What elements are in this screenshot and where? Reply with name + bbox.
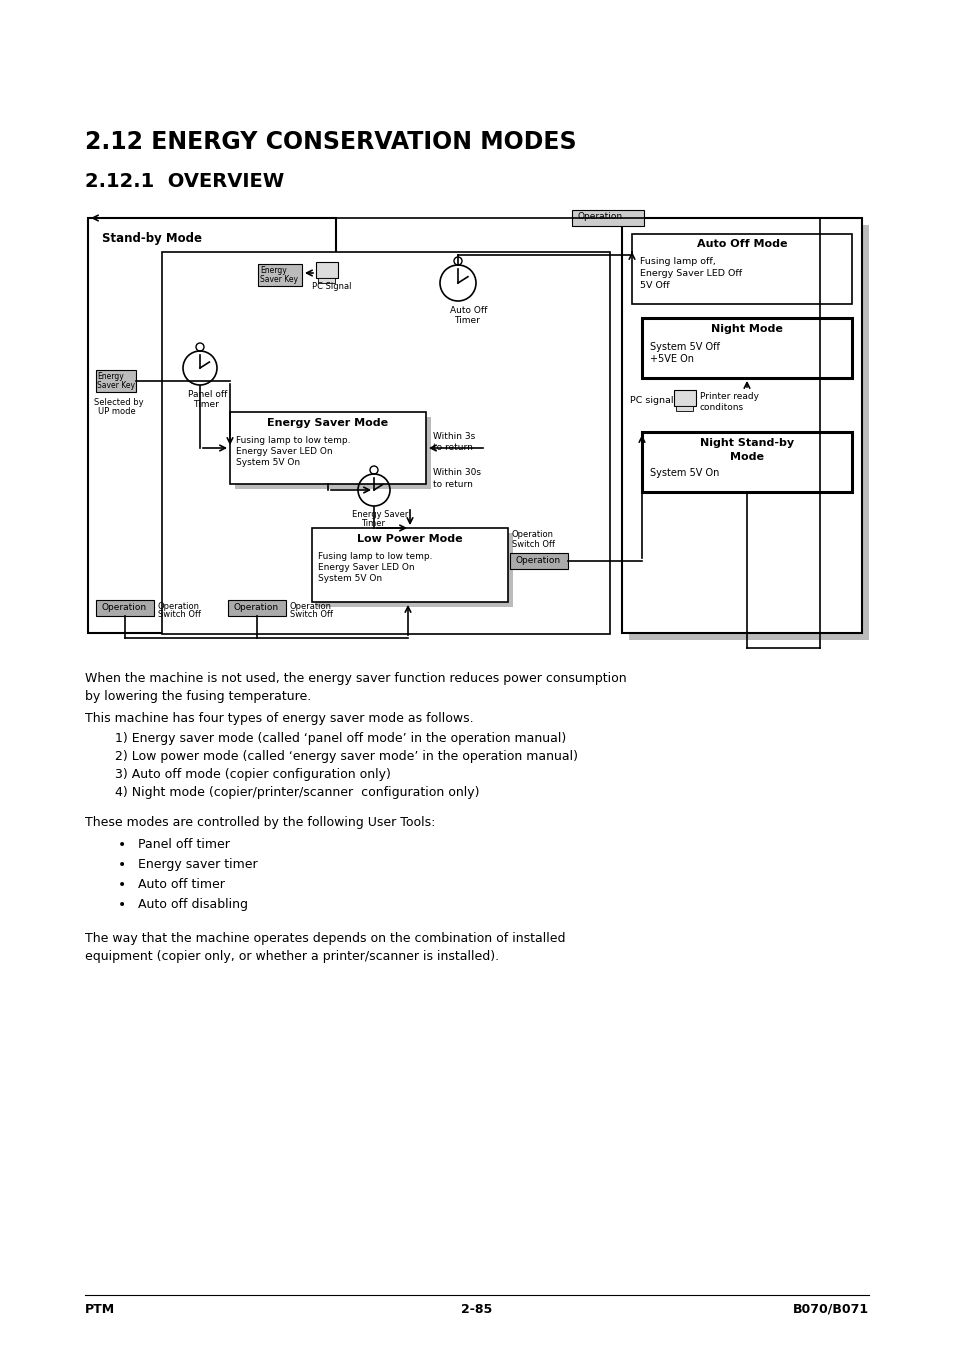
Text: 2.12 ENERGY CONSERVATION MODES: 2.12 ENERGY CONSERVATION MODES [85, 130, 576, 154]
Text: Low Power Mode: Low Power Mode [356, 534, 462, 544]
Text: Energy saver timer: Energy saver timer [138, 858, 257, 871]
Text: Operation: Operation [102, 603, 147, 612]
Text: B070/B071: B070/B071 [792, 1302, 868, 1316]
Text: Night Stand-by: Night Stand-by [700, 438, 793, 449]
Text: The way that the machine operates depends on the combination of installed: The way that the machine operates depend… [85, 932, 565, 944]
Text: Auto Off: Auto Off [450, 305, 487, 315]
Text: PC signal: PC signal [629, 396, 673, 405]
Text: PTM: PTM [85, 1302, 115, 1316]
Text: 1) Energy saver mode (called ‘panel off mode’ in the operation manual): 1) Energy saver mode (called ‘panel off … [115, 732, 566, 744]
Text: •: • [118, 838, 126, 852]
Bar [631, 234, 851, 304]
Bar [673, 390, 696, 407]
Text: Energy Saver LED On: Energy Saver LED On [235, 447, 333, 457]
Text: System 5V On: System 5V On [235, 458, 300, 467]
Text: 2) Low power mode (called ‘energy saver mode’ in the operation manual): 2) Low power mode (called ‘energy saver … [115, 750, 578, 763]
Text: 2-85: 2-85 [461, 1302, 492, 1316]
Text: equipment (copier only, or whether a printer/scanner is installed).: equipment (copier only, or whether a pri… [85, 950, 498, 963]
Text: +5VE On: +5VE On [649, 354, 693, 363]
Text: 2.12.1  OVERVIEW: 2.12.1 OVERVIEW [85, 172, 284, 190]
Text: Panel off: Panel off [188, 390, 227, 399]
Text: Energy Saver Mode: Energy Saver Mode [267, 417, 388, 428]
Bar [230, 412, 426, 484]
Text: Operation: Operation [233, 603, 279, 612]
Text: These modes are controlled by the following User Tools:: These modes are controlled by the follow… [85, 816, 435, 830]
Bar [317, 278, 335, 282]
Bar [228, 600, 286, 616]
Text: System 5V On: System 5V On [649, 467, 719, 478]
Bar [312, 528, 507, 603]
Text: to return: to return [433, 443, 473, 453]
Text: Printer ready: Printer ready [700, 392, 759, 401]
Bar [96, 600, 153, 616]
Text: Auto Off Mode: Auto Off Mode [696, 239, 786, 249]
Bar [315, 262, 337, 278]
Text: Saver Key: Saver Key [97, 381, 135, 390]
Text: 4) Night mode (copier/printer/scanner  configuration only): 4) Night mode (copier/printer/scanner co… [115, 786, 479, 798]
Text: Auto off disabling: Auto off disabling [138, 898, 248, 911]
Text: Fusing lamp off,: Fusing lamp off, [639, 257, 715, 266]
Bar [572, 209, 643, 226]
Text: System 5V Off: System 5V Off [649, 342, 720, 353]
Text: Operation: Operation [578, 212, 622, 222]
Bar [234, 417, 431, 489]
Text: Operation: Operation [512, 530, 554, 539]
Text: Timer: Timer [454, 316, 479, 326]
Text: 3) Auto off mode (copier configuration only): 3) Auto off mode (copier configuration o… [115, 767, 391, 781]
Text: Operation: Operation [290, 603, 332, 611]
Bar [621, 218, 862, 634]
Text: Timer: Timer [360, 519, 385, 528]
Text: Energy Saver: Energy Saver [352, 509, 408, 519]
Text: Energy: Energy [97, 372, 124, 381]
Text: •: • [118, 898, 126, 912]
Text: Saver Key: Saver Key [260, 276, 297, 284]
Bar [96, 370, 136, 392]
Text: Auto off timer: Auto off timer [138, 878, 225, 892]
Text: Operation: Operation [516, 557, 560, 565]
Text: Energy Saver LED On: Energy Saver LED On [317, 563, 415, 571]
Text: Switch Off: Switch Off [158, 611, 201, 619]
Text: Stand-by Mode: Stand-by Mode [102, 232, 202, 245]
Text: Mode: Mode [729, 453, 763, 462]
Bar [88, 218, 335, 634]
Bar [510, 553, 567, 569]
Text: conditons: conditons [700, 403, 743, 412]
Bar [676, 407, 692, 411]
Text: PC Signal: PC Signal [312, 282, 351, 290]
Bar [641, 317, 851, 378]
Text: •: • [118, 878, 126, 892]
Bar [628, 226, 868, 640]
Text: When the machine is not used, the energy saver function reduces power consumptio: When the machine is not used, the energy… [85, 671, 626, 685]
Text: Energy Saver LED Off: Energy Saver LED Off [639, 269, 741, 278]
Bar [257, 263, 302, 286]
Text: Panel off timer: Panel off timer [138, 838, 230, 851]
Text: to return: to return [433, 480, 473, 489]
Text: Operation: Operation [158, 603, 200, 611]
Text: UP mode: UP mode [98, 407, 135, 416]
Text: Timer: Timer [193, 400, 218, 409]
Text: Within 3s: Within 3s [433, 432, 475, 440]
Text: Switch Off: Switch Off [512, 540, 555, 549]
Text: •: • [118, 858, 126, 871]
Text: Within 30s: Within 30s [433, 467, 480, 477]
Text: Night Mode: Night Mode [710, 324, 782, 334]
Text: Fusing lamp to low temp.: Fusing lamp to low temp. [317, 553, 432, 561]
Text: Energy: Energy [260, 266, 287, 276]
Bar [316, 534, 513, 607]
Text: System 5V On: System 5V On [317, 574, 382, 584]
Text: This machine has four types of energy saver mode as follows.: This machine has four types of energy sa… [85, 712, 473, 725]
Text: Selected by: Selected by [94, 399, 144, 407]
Bar [162, 253, 609, 634]
Bar [641, 432, 851, 492]
Text: Fusing lamp to low temp.: Fusing lamp to low temp. [235, 436, 350, 444]
Text: by lowering the fusing temperature.: by lowering the fusing temperature. [85, 690, 311, 703]
Text: 5V Off: 5V Off [639, 281, 669, 290]
Text: Switch Off: Switch Off [290, 611, 333, 619]
